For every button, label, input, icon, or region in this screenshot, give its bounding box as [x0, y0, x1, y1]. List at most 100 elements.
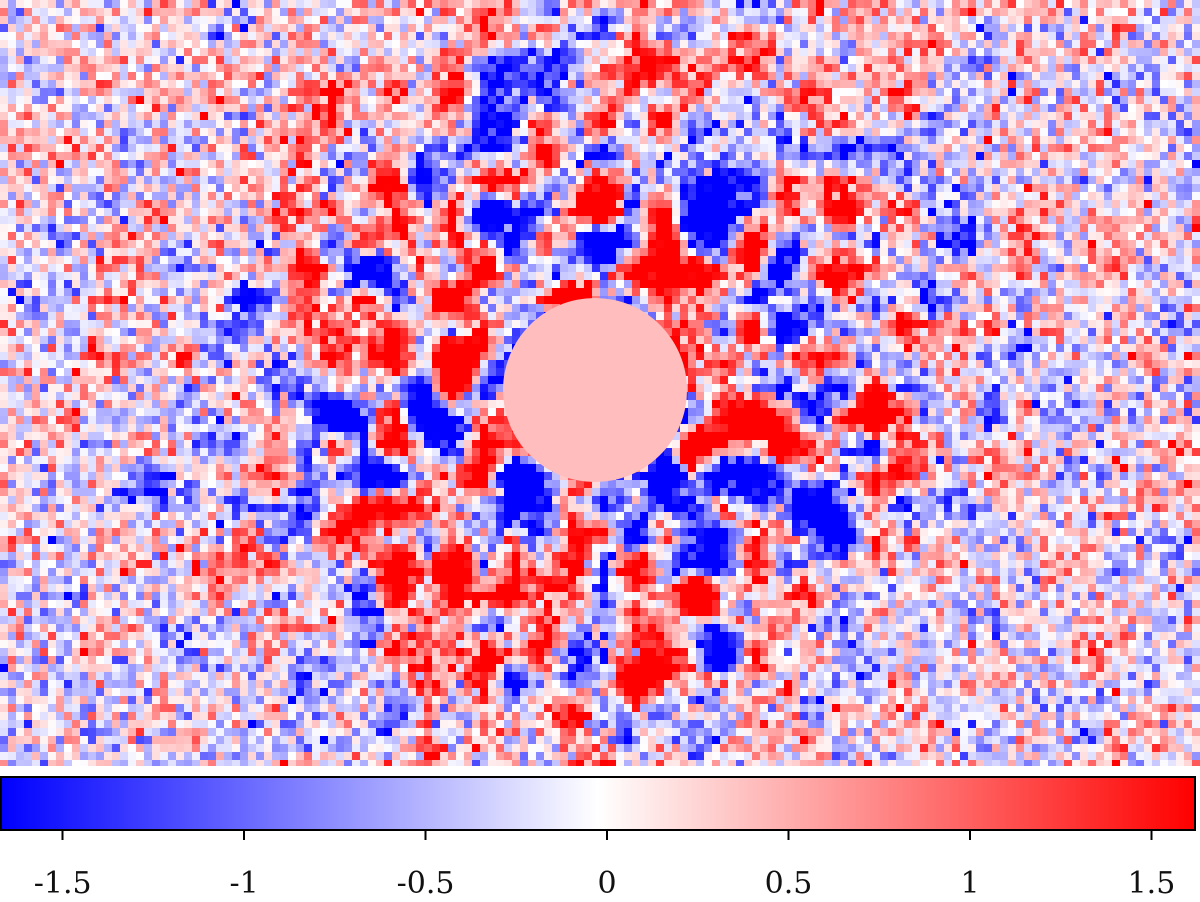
pixel: [184, 160, 192, 168]
pixel: [896, 88, 904, 96]
pixel: [672, 24, 680, 32]
pixel: [800, 40, 808, 48]
pixel: [848, 128, 856, 136]
pixel: [1072, 216, 1080, 224]
pixel: [816, 208, 824, 216]
pixel: [1008, 16, 1016, 24]
pixel: [264, 144, 272, 152]
pixel: [648, 240, 656, 248]
pixel: [840, 32, 848, 40]
pixel: [368, 248, 376, 256]
pixel: [1168, 208, 1176, 216]
pixel: [744, 8, 752, 16]
pixel: [208, 88, 216, 96]
pixel: [112, 128, 120, 136]
pixel: [336, 136, 344, 144]
pixel: [8, 256, 16, 264]
pixel: [624, 248, 632, 256]
pixel: [1096, 8, 1104, 16]
pixel: [368, 16, 376, 24]
pixel: [304, 96, 312, 104]
pixel: [360, 80, 368, 88]
pixel: [1160, 176, 1168, 184]
pixel: [848, 64, 856, 72]
pixel: [560, 184, 568, 192]
pixel: [184, 176, 192, 184]
pixel: [1040, 160, 1048, 168]
pixel: [864, 128, 872, 136]
pixel: [904, 248, 912, 256]
pixel: [584, 136, 592, 144]
pixel: [392, 240, 400, 248]
pixel: [624, 184, 632, 192]
pixel: [208, 192, 216, 200]
pixel: [720, 176, 728, 184]
pixel: [312, 192, 320, 200]
pixel: [544, 88, 552, 96]
pixel: [456, 112, 464, 120]
pixel: [968, 32, 976, 40]
pixel: [464, 72, 472, 80]
pixel: [560, 152, 568, 160]
pixel: [752, 208, 760, 216]
pixel: [288, 72, 296, 80]
pixel: [144, 248, 152, 256]
pixel: [24, 240, 32, 248]
pixel: [992, 96, 1000, 104]
pixel: [712, 56, 720, 64]
pixel: [352, 120, 360, 128]
pixel: [152, 160, 160, 168]
pixel: [872, 48, 880, 56]
pixel: [56, 224, 64, 232]
pixel: [584, 200, 592, 208]
pixel: [368, 56, 376, 64]
pixel: [48, 8, 56, 16]
pixel: [848, 224, 856, 232]
pixel: [16, 24, 24, 32]
pixel: [616, 168, 624, 176]
pixel: [256, 144, 264, 152]
pixel: [992, 232, 1000, 240]
pixel: [968, 48, 976, 56]
pixel: [152, 8, 160, 16]
pixel: [1032, 64, 1040, 72]
pixel: [664, 232, 672, 240]
pixel: [1128, 184, 1136, 192]
pixel: [136, 8, 144, 16]
pixel: [880, 128, 888, 136]
pixel: [760, 96, 768, 104]
pixel: [728, 160, 736, 168]
pixel: [608, 160, 616, 168]
pixel: [952, 216, 960, 224]
pixel: [1184, 112, 1192, 120]
pixel: [1080, 208, 1088, 216]
pixel: [40, 8, 48, 16]
pixel: [992, 192, 1000, 200]
pixel: [24, 168, 32, 176]
pixel: [344, 248, 352, 256]
pixel: [1160, 184, 1168, 192]
pixel: [128, 256, 136, 264]
pixel: [1144, 232, 1152, 240]
pixel: [736, 232, 744, 240]
pixel: [56, 128, 64, 136]
pixel: [984, 200, 992, 208]
pixel: [1008, 256, 1016, 264]
pixel: [240, 240, 248, 248]
pixel: [368, 96, 376, 104]
pixel: [808, 224, 816, 232]
pixel: [816, 240, 824, 248]
pixel: [40, 192, 48, 200]
pixel: [224, 256, 232, 264]
pixel: [224, 0, 232, 8]
pixel: [856, 112, 864, 120]
pixel: [1192, 88, 1200, 96]
pixel: [192, 160, 200, 168]
pixel: [576, 176, 584, 184]
pixel: [992, 152, 1000, 160]
pixel: [888, 16, 896, 24]
pixel: [968, 256, 976, 264]
pixel: [1104, 16, 1112, 24]
pixel: [720, 24, 728, 32]
